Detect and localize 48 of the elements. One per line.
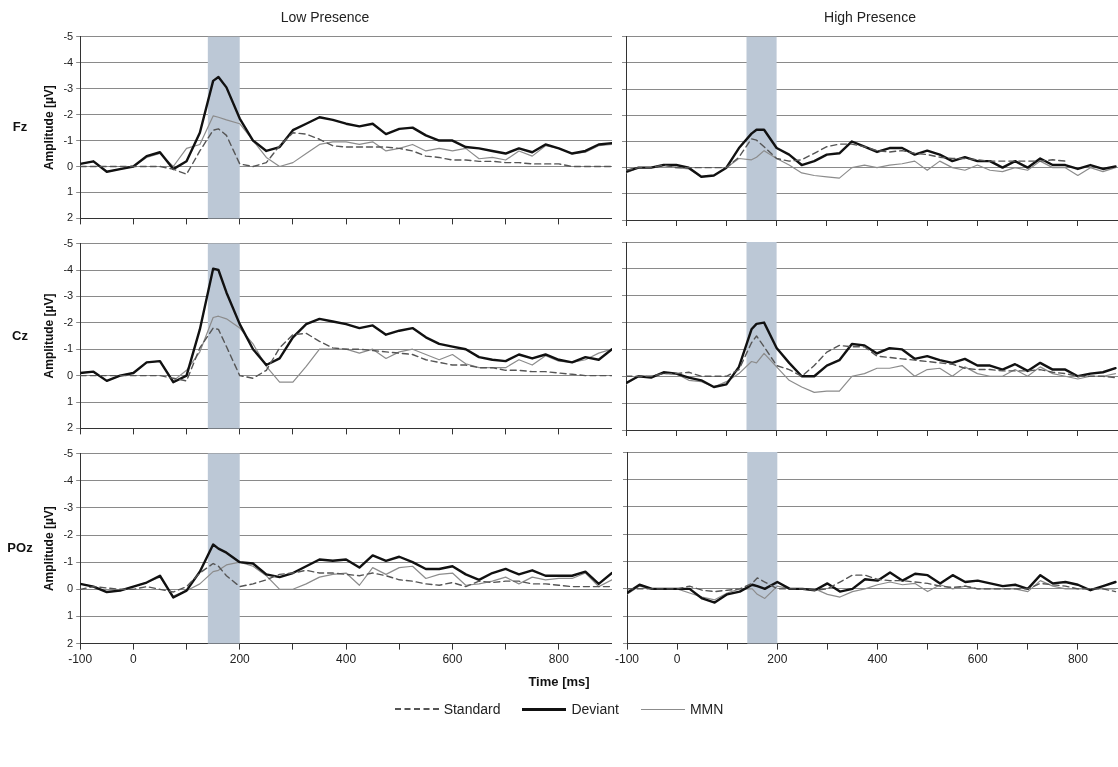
y-tick-label: 1 bbox=[67, 185, 74, 198]
y-tick-label: -2 bbox=[63, 528, 74, 541]
x-tick-label: 600 bbox=[967, 652, 989, 667]
text: POz bbox=[7, 540, 34, 556]
legend-label: Deviant bbox=[571, 701, 619, 717]
y-tick-label: 2 bbox=[67, 636, 74, 649]
legend-label: Standard bbox=[443, 701, 501, 717]
y-tick-label: -2 bbox=[63, 315, 74, 328]
chart-title: Low Presence bbox=[280, 9, 370, 26]
y-tick-label: -1 bbox=[63, 342, 74, 355]
x-axis-title: Time [ms] bbox=[527, 674, 591, 689]
x-tick-label: 0 bbox=[673, 652, 681, 667]
y-tick-label: 0 bbox=[67, 159, 74, 172]
y-tick-label: -5 bbox=[63, 446, 74, 459]
y-tick-label: -5 bbox=[63, 29, 74, 42]
x-tick-label: -100 bbox=[614, 652, 640, 667]
y-tick-label: -3 bbox=[63, 81, 74, 94]
text: Fz bbox=[12, 119, 28, 135]
x-tick-label: -100 bbox=[68, 652, 93, 667]
y-axis-title: Amplitude [µV] bbox=[41, 506, 56, 592]
y-tick-label: 2 bbox=[67, 211, 74, 224]
y-tick-label: -1 bbox=[63, 555, 74, 568]
x-tick-label: 200 bbox=[767, 652, 788, 667]
y-axis-title: Amplitude [µV] bbox=[41, 293, 56, 379]
x-tick-label: 400 bbox=[336, 652, 357, 667]
y-tick-label: 0 bbox=[67, 368, 74, 381]
y-axis-title: Amplitude [µV] bbox=[41, 85, 56, 171]
y-tick-label: 0 bbox=[67, 582, 74, 595]
y-tick-label: -1 bbox=[63, 133, 74, 146]
y-tick-label: 2 bbox=[67, 421, 74, 434]
y-tick-label: -4 bbox=[63, 473, 74, 486]
x-tick-label: 800 bbox=[548, 652, 570, 667]
x-tick-label: 0 bbox=[130, 652, 138, 667]
y-tick-label: -5 bbox=[63, 236, 74, 249]
legend-label: MMN bbox=[689, 701, 724, 717]
x-tick-label: 800 bbox=[1067, 652, 1089, 667]
y-tick-label: 1 bbox=[67, 609, 74, 622]
text: Cz bbox=[12, 327, 29, 343]
y-tick-label: -4 bbox=[63, 263, 74, 276]
y-tick-label: 1 bbox=[67, 395, 74, 408]
y-tick-label: -3 bbox=[63, 500, 74, 513]
chart-title: High Presence bbox=[824, 9, 917, 26]
y-tick-label: -2 bbox=[63, 107, 74, 120]
y-tick-label: -3 bbox=[63, 289, 74, 302]
x-tick-label: 600 bbox=[442, 652, 463, 667]
y-tick-label: -4 bbox=[63, 55, 74, 68]
x-tick-label: 200 bbox=[229, 652, 251, 667]
x-tick-label: 400 bbox=[867, 652, 888, 667]
